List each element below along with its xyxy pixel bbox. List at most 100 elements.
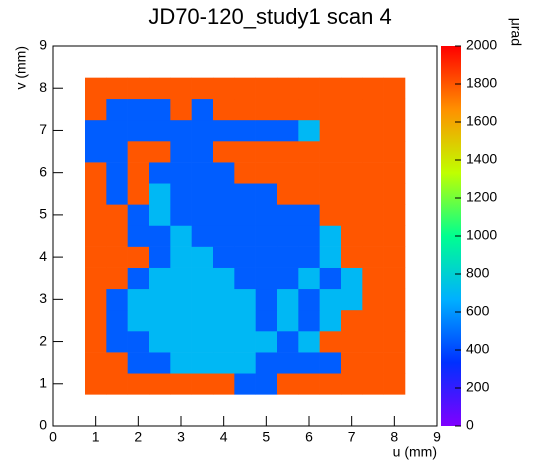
heatmap-cell bbox=[383, 183, 406, 205]
y-tick-label: 5 bbox=[39, 206, 47, 222]
heatmap-cell bbox=[106, 183, 128, 205]
heatmap-cell bbox=[191, 204, 214, 226]
heatmap-cell bbox=[383, 352, 406, 374]
heatmap-cell bbox=[191, 183, 214, 205]
heatmap-cell bbox=[85, 309, 107, 332]
heatmap-cell bbox=[255, 204, 278, 226]
heatmap-cell bbox=[149, 141, 171, 163]
y-tick-label: 0 bbox=[39, 417, 47, 433]
heatmap-cell bbox=[255, 246, 278, 268]
chart-title: JD70-120_study1 scan 4 bbox=[148, 4, 391, 29]
heatmap-cell bbox=[362, 141, 384, 163]
z-tick-label: 600 bbox=[466, 303, 490, 319]
heatmap-cell bbox=[319, 373, 342, 395]
heatmap-cell bbox=[362, 204, 384, 226]
heatmap-cell bbox=[234, 246, 256, 268]
heatmap-cell bbox=[234, 352, 256, 374]
heatmap-cell bbox=[170, 141, 192, 163]
heatmap-cell bbox=[191, 119, 214, 142]
heatmap-cell bbox=[85, 98, 107, 121]
heatmap-cell bbox=[191, 246, 214, 268]
heatmap-cell bbox=[255, 162, 278, 184]
heatmap-cell bbox=[85, 119, 107, 142]
heatmap-cell bbox=[213, 98, 235, 121]
heatmap-cell bbox=[149, 98, 171, 121]
heatmap-cell bbox=[149, 225, 171, 247]
heatmap-cell bbox=[341, 246, 363, 268]
heatmap-cell bbox=[213, 246, 235, 268]
heatmap-cell bbox=[341, 204, 363, 226]
heatmap-cell bbox=[149, 162, 171, 184]
heatmap-cell bbox=[106, 309, 128, 332]
heatmap-cell bbox=[106, 373, 128, 395]
heatmap-cell bbox=[213, 331, 235, 353]
heatmap-cell bbox=[255, 119, 278, 142]
z-tick-label: 800 bbox=[466, 265, 490, 281]
heatmap-cell bbox=[298, 162, 320, 184]
heatmap-cell bbox=[234, 331, 256, 353]
heatmap-cell bbox=[362, 288, 384, 311]
heatmap-cell bbox=[170, 98, 192, 121]
heatmap-cell bbox=[341, 309, 363, 332]
heatmap-cell bbox=[170, 183, 192, 205]
heatmap-cell bbox=[255, 331, 278, 353]
heatmap-cell bbox=[191, 373, 214, 395]
color-bar bbox=[441, 46, 461, 426]
heatmap-cell bbox=[383, 141, 406, 163]
x-axis-title: u (mm) bbox=[393, 444, 437, 460]
heatmap-cell bbox=[383, 267, 406, 290]
heatmap-cell bbox=[234, 267, 256, 290]
heatmap-cell bbox=[85, 373, 107, 395]
heatmap-cell bbox=[319, 204, 342, 226]
heatmap-cell bbox=[213, 141, 235, 163]
heatmap-cell bbox=[298, 309, 320, 332]
heatmap-cell bbox=[127, 373, 150, 395]
y-tick-label: 6 bbox=[39, 163, 47, 179]
heatmap-cell bbox=[85, 288, 107, 311]
heatmap-cell bbox=[149, 77, 171, 100]
heatmap-cell bbox=[170, 331, 192, 353]
heatmap-cell bbox=[341, 183, 363, 205]
heatmap-cell bbox=[234, 98, 256, 121]
heatmap-cell bbox=[277, 225, 299, 247]
heatmap-cell bbox=[106, 162, 128, 184]
heatmap-cell bbox=[341, 267, 363, 290]
heatmap-cell bbox=[213, 352, 235, 374]
heatmap-cell bbox=[362, 352, 384, 374]
heatmap-cell bbox=[191, 331, 214, 353]
heatmap-cell bbox=[298, 331, 320, 353]
heatmap-cell bbox=[127, 204, 150, 226]
heatmap-cell bbox=[127, 183, 150, 205]
heatmap-cell bbox=[298, 77, 320, 100]
heatmap-cell bbox=[234, 204, 256, 226]
heatmap-cell bbox=[213, 204, 235, 226]
heatmap-cell bbox=[341, 373, 363, 395]
heatmap-cell bbox=[234, 141, 256, 163]
y-tick-label: 4 bbox=[39, 248, 47, 264]
heatmap-cell bbox=[106, 98, 128, 121]
heatmap-cell bbox=[277, 352, 299, 374]
heatmap-cell bbox=[383, 119, 406, 142]
heatmap-cell bbox=[298, 141, 320, 163]
x-tick-label: 2 bbox=[134, 429, 142, 445]
heatmap-cell bbox=[106, 141, 128, 163]
heatmap-cell bbox=[106, 204, 128, 226]
heatmap-cell bbox=[255, 98, 278, 121]
z-tick-label: 1400 bbox=[466, 151, 497, 167]
heatmap-cell bbox=[341, 288, 363, 311]
heatmap-cell bbox=[298, 373, 320, 395]
x-tick-label: 9 bbox=[433, 429, 441, 445]
heatmap-cell bbox=[106, 246, 128, 268]
heatmap-cell bbox=[362, 98, 384, 121]
heatmap-cell bbox=[319, 331, 342, 353]
heatmap-cell bbox=[298, 267, 320, 290]
heatmap-cell bbox=[341, 77, 363, 100]
heatmap-cell bbox=[362, 309, 384, 332]
heatmap-cell bbox=[383, 204, 406, 226]
heatmap-cell bbox=[170, 246, 192, 268]
heatmap-cell bbox=[298, 183, 320, 205]
heatmap-cell bbox=[149, 183, 171, 205]
heatmap-cell bbox=[319, 77, 342, 100]
heatmap-cell bbox=[213, 309, 235, 332]
